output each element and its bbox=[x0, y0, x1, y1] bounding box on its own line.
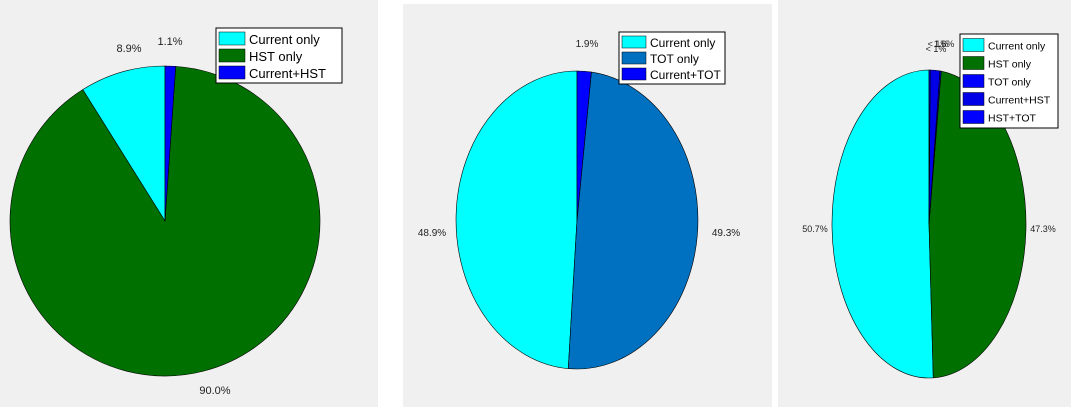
legend-swatch-current-only bbox=[621, 35, 647, 49]
pie-slice-current-hst bbox=[164, 65, 177, 222]
pie-chart-panel-2: 48.9% 49.3% 1.9% Current only TOT only Curren… bbox=[403, 4, 772, 407]
legend-entry-tot-only: TOT only bbox=[650, 52, 699, 66]
legend-entry-current-only: Current only bbox=[650, 36, 715, 50]
legend-swatch-current-hst bbox=[962, 92, 985, 106]
legend-swatch-hst-only bbox=[962, 56, 985, 70]
legend-entry-current-hst: Current+HST bbox=[249, 66, 326, 81]
pie-slice-tot-only bbox=[567, 71, 699, 370]
pie-chart-3: 50.7% 47.3% < 1%1.6%< 1% Current only HST on… bbox=[802, 33, 1059, 379]
pct-label-tot-only: 49.3% bbox=[712, 228, 740, 239]
legend-swatch-hst-only bbox=[218, 48, 246, 63]
legend-swatch-tot-only bbox=[621, 51, 647, 65]
pie-chart-panel-3: 50.7% 47.3% < 1% 1.6% < 1% Current only HST on… bbox=[778, 0, 1071, 407]
pie-chart-panel-1: 8.9% 90.0% 1.1% Current only HST only Current… bbox=[0, 0, 378, 407]
legend-entry-current-hst: Current+HST bbox=[988, 95, 1051, 107]
legend: Current only HST only Current+HST bbox=[215, 27, 343, 84]
pct-label-hst-tot: < 1% bbox=[926, 44, 947, 54]
pct-label-hst-only: 47.3% bbox=[1030, 224, 1056, 234]
pct-label-current-hst: 1.6% bbox=[934, 39, 955, 49]
legend-entry-tot-only: TOT only bbox=[988, 77, 1032, 89]
legend-entry-current-tot: Current+TOT bbox=[650, 68, 721, 82]
legend-entry-hst-only: HST only bbox=[249, 49, 303, 64]
pct-label-current-only: 48.9% bbox=[418, 228, 446, 239]
legend-swatch-current-tot bbox=[621, 67, 647, 81]
pie-slice-hst-tot bbox=[928, 69, 931, 225]
pct-label-current-tot: 1.9% bbox=[576, 39, 599, 50]
pct-label-current-only: 8.9% bbox=[116, 43, 141, 55]
legend-swatch-hst-tot bbox=[962, 110, 985, 124]
pct-label-hst-only: 90.0% bbox=[199, 385, 230, 397]
legend-entry-hst-tot: HST+TOT bbox=[988, 113, 1037, 125]
pct-label-current-hst: 1.1% bbox=[157, 36, 182, 48]
legend-swatch-tot-only bbox=[962, 74, 985, 88]
pct-label-current-only: 50.7% bbox=[802, 224, 828, 234]
legend-entry-current-only: Current only bbox=[988, 41, 1046, 53]
legend-entry-current-only: Current only bbox=[249, 32, 320, 47]
legend: Current only TOT only Current+TOT bbox=[618, 31, 726, 85]
legend-swatch-current-only bbox=[962, 38, 985, 52]
pie-slice-current-only bbox=[82, 65, 166, 223]
pct-label-tot-only: < 1% bbox=[928, 39, 949, 49]
pie-slice-hst-only bbox=[9, 66, 321, 377]
pie-slice-current-only bbox=[455, 70, 578, 369]
legend: Current only HST only TOT only Current+HST H… bbox=[959, 33, 1059, 129]
pie-slice-current-only bbox=[831, 69, 934, 379]
legend-entry-hst-only: HST only bbox=[988, 59, 1032, 71]
legend-swatch-current-hst bbox=[218, 65, 246, 80]
pie-slice-current-tot bbox=[576, 70, 592, 221]
legend-swatch-current-only bbox=[218, 31, 246, 46]
